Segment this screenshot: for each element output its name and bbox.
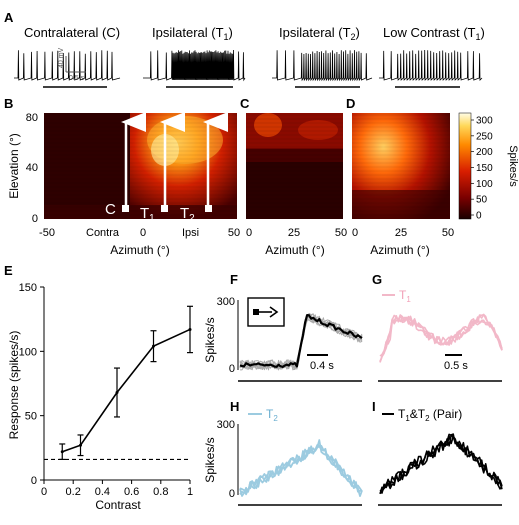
colorbar-tick-label: 100 [476, 179, 493, 190]
colorbar [458, 112, 472, 220]
panel-letter-e: E [4, 263, 13, 278]
b-xtick-0: 0 [140, 227, 146, 239]
e-xtick-label: 0.8 [153, 486, 168, 498]
b-xtick-neg50: -50 [39, 227, 55, 239]
b-contra-label: Contra [86, 227, 120, 239]
e-ytick-label: 150 [19, 282, 37, 294]
heatmap-c [246, 113, 343, 219]
h-ylabel: Spikes/s [203, 437, 217, 482]
d-xtick-0: 0 [352, 227, 358, 239]
colorbar-tick-label: 0 [476, 211, 482, 222]
h-ytick-0: 0 [229, 488, 235, 500]
panel-letter-i: I [372, 399, 376, 414]
e-series-line [61, 328, 191, 453]
h-ytick-300: 300 [217, 419, 235, 431]
trace-title-t2: Ipsilateral (T2) [279, 25, 360, 42]
e-xtick-label: 0.4 [95, 486, 110, 498]
psth-g [379, 313, 503, 363]
b-ytick-0: 0 [32, 213, 38, 225]
colorbar-tick-label: 150 [476, 163, 493, 174]
scalebar-a: 40 mV 0.5 s [58, 47, 86, 82]
e-xtick-label: 0 [41, 486, 47, 498]
f-ytick-300: 300 [217, 296, 235, 308]
colorbar-tick-label: 250 [476, 131, 493, 142]
b-xtick-50: 50 [228, 227, 240, 239]
psth-i [379, 433, 503, 495]
voltage-trace-t2 [272, 50, 373, 82]
d-xlabel: Azimuth (°) [370, 243, 429, 257]
e-ytick-label: 100 [19, 346, 37, 358]
e-data-point [60, 450, 64, 454]
e-data-point [188, 327, 192, 331]
e-data-point [152, 344, 155, 348]
i-legend: T1&T2 (Pair) [398, 407, 462, 423]
voltage-trace-contra [14, 50, 121, 81]
g-legend: T1 [399, 288, 411, 304]
e-ytick-label: 0 [31, 475, 37, 487]
e-data-point [115, 391, 119, 395]
colorbar-label: Spikes/s [507, 145, 519, 187]
e-xtick-label: 1 [187, 486, 193, 498]
b-ytick-80: 80 [26, 112, 38, 124]
scalebar-mv-label: 40 mV [58, 47, 65, 68]
panel-letter-a: A [4, 10, 14, 25]
contrast-response-chart: 0 0.2 0.4 0.6 0.8 1 0 50 100 150 [19, 282, 193, 498]
h-legend: T2 [266, 407, 278, 423]
c-xlabel: Azimuth (°) [265, 243, 324, 257]
scalebar-s-label: 0.5 s [69, 75, 85, 82]
c-xtick-0: 0 [246, 227, 252, 239]
b-xlabel: Azimuth (°) [110, 243, 169, 257]
trace-title-t1: Ipsilateral (T1) [152, 25, 233, 42]
colorbar-ticks: 300 250 200 150 100 50 0 [471, 116, 493, 222]
e-ylabel: Response (spikes/s) [7, 331, 21, 440]
colorbar-tick-label: 300 [476, 116, 493, 127]
b-ytick-40: 40 [26, 162, 38, 174]
voltage-trace-low-contrast [379, 49, 483, 81]
b-ylabel: Elevation (°) [7, 133, 21, 199]
marker-t1: T1 [140, 205, 155, 224]
psth-f [239, 312, 363, 371]
psth-h [239, 439, 363, 497]
f-ytick-0: 0 [229, 363, 235, 375]
panel-letter-g: G [372, 272, 382, 287]
trace-title-low-contrast: Low Contrast (T1) [383, 25, 485, 42]
b-ipsi-label: Ipsi [182, 227, 199, 239]
e-ytick-label: 50 [25, 411, 37, 423]
heatmap-d [352, 113, 450, 219]
trace-title-contra: Contralateral (C) [24, 25, 120, 40]
g-scalebar-label: 0.5 s [444, 360, 468, 372]
marker-c: C [105, 201, 116, 218]
e-data-point [79, 443, 82, 447]
f-scalebar-label: 0.4 s [310, 360, 334, 372]
c-xtick-50: 50 [335, 227, 347, 239]
panel-letter-d: D [346, 96, 355, 111]
panel-letter-b: B [4, 96, 13, 111]
d-xtick-50: 50 [442, 227, 454, 239]
e-xtick-label: 0.6 [124, 486, 139, 498]
d-xtick-25: 25 [395, 227, 407, 239]
voltage-trace-t1 [143, 49, 246, 82]
stimulus-icon [247, 297, 285, 327]
e-xlabel: Contrast [95, 498, 141, 512]
colorbar-tick-label: 50 [476, 195, 488, 206]
rf-arrows [121, 112, 228, 212]
panel-letter-c: C [240, 96, 250, 111]
f-ylabel: Spikes/s [203, 317, 217, 362]
panel-letter-f: F [230, 272, 238, 287]
colorbar-tick-label: 200 [476, 147, 493, 158]
panel-letter-h: H [230, 399, 239, 414]
marker-t2: T2 [180, 205, 195, 224]
c-xtick-25: 25 [288, 227, 300, 239]
e-xtick-label: 0.2 [66, 486, 81, 498]
